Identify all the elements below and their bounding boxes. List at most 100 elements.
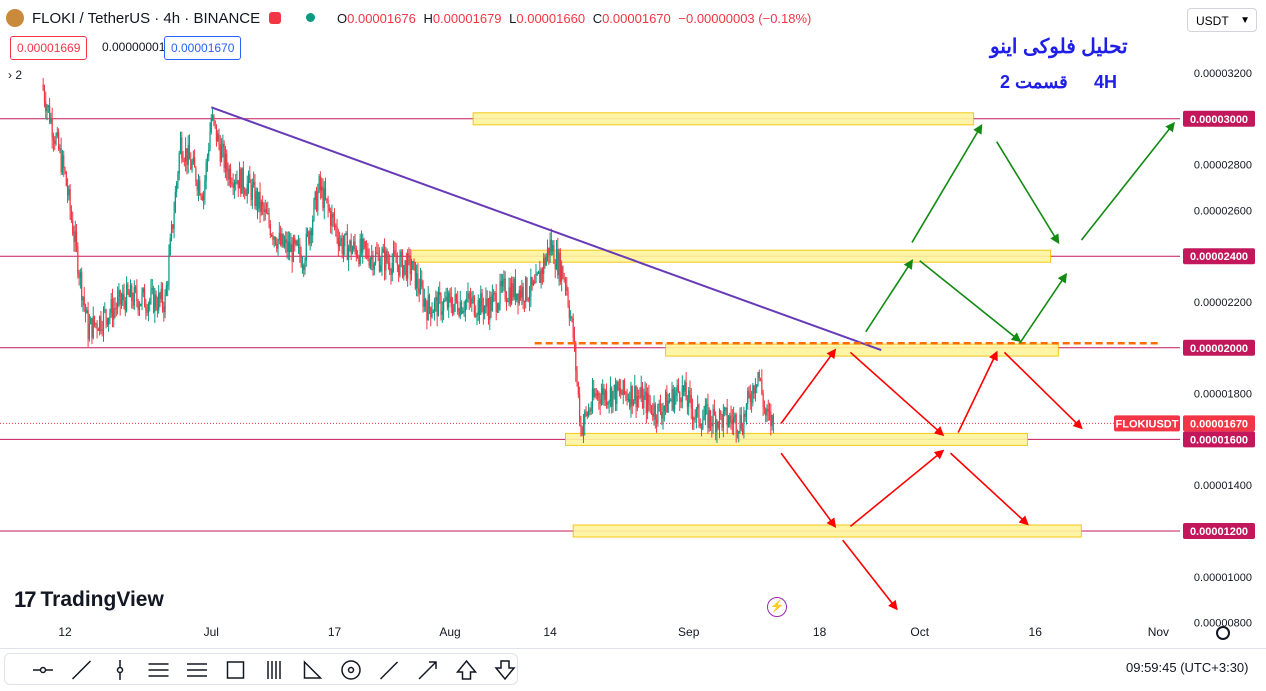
candle-body (123, 293, 125, 302)
candle-body (625, 392, 627, 394)
candle-body (580, 422, 582, 428)
candle-body (702, 420, 704, 429)
symbol-title[interactable]: FLOKI / TetherUS · 4h · BINANCE (32, 10, 261, 27)
candle-body (412, 261, 414, 270)
level-price-badge (1183, 339, 1255, 356)
candle-body (535, 273, 537, 284)
candle-body (608, 401, 610, 403)
candle-body (616, 381, 618, 405)
candle-body (159, 293, 161, 300)
price-tick-label: 0.00002200 (1194, 297, 1252, 309)
parallel-channel-icon[interactable] (148, 663, 169, 677)
candle-body (711, 422, 713, 427)
candle-body (142, 288, 144, 293)
candle-body (339, 241, 341, 247)
annotation-part: قسمت 2 (1000, 72, 1068, 92)
candle-body (558, 252, 560, 276)
horizontal-line-icon[interactable] (33, 666, 53, 674)
candle-body (549, 239, 551, 256)
candle-body (753, 385, 755, 394)
candle-body (757, 372, 759, 385)
buy-button[interactable]: 0.00001670 (164, 36, 242, 60)
candle-body (337, 237, 339, 247)
triangle-pattern-icon[interactable] (303, 660, 323, 679)
candle-body (771, 414, 773, 426)
candle-body (581, 427, 583, 435)
level-price-badge (1183, 431, 1255, 448)
candle-body (327, 199, 329, 208)
candle-body (745, 403, 748, 417)
settings-gear-icon[interactable] (1216, 626, 1230, 640)
lightning-icon[interactable]: ⚡ (767, 597, 787, 617)
candle-body (50, 118, 52, 123)
arrow-icon[interactable] (418, 661, 437, 680)
candle-body (531, 277, 533, 286)
candle-body (743, 413, 745, 434)
sell-button[interactable]: 0.00001669 (10, 36, 88, 60)
candle-body (358, 257, 360, 264)
candle-body (288, 241, 291, 253)
candle-body (500, 281, 502, 287)
candle-body (93, 316, 96, 325)
candle-body (729, 415, 731, 423)
candle-body (87, 310, 89, 339)
candle-body (250, 182, 252, 201)
candle-body (704, 405, 706, 417)
candle-body (677, 384, 680, 393)
candle-body (435, 297, 437, 301)
candle-body (709, 410, 712, 423)
candle-body (584, 411, 586, 425)
green-scenario-arrow (919, 260, 1022, 343)
rectangle-icon[interactable] (226, 661, 245, 679)
tradingview-logo[interactable]: 17 TradingView (14, 587, 164, 613)
trend-line-icon[interactable] (71, 660, 92, 680)
candle-body (603, 388, 605, 400)
circle-icon[interactable] (341, 660, 361, 680)
arrow-down-icon[interactable] (494, 660, 516, 681)
candle-body (725, 407, 727, 409)
candle-body (445, 296, 447, 301)
brush-icon[interactable] (379, 661, 399, 680)
vertical-line-icon[interactable] (116, 660, 124, 680)
price-tick-label: 0.00001800 (1194, 389, 1252, 401)
fib-retracement-icon[interactable] (187, 663, 207, 677)
candle-body (662, 411, 664, 419)
long-position-icon[interactable] (267, 661, 281, 679)
candle-body (342, 246, 345, 254)
candle-body (670, 400, 672, 402)
candle-body (145, 307, 147, 310)
candle-body (611, 387, 613, 407)
candle-body (575, 342, 577, 371)
candle-body (332, 213, 334, 218)
candle-body (120, 300, 123, 305)
price-tick-label: 0.00001400 (1194, 480, 1252, 492)
price-chart[interactable]: 0.00003200 0.00003000 0.00002800 0.00002600… (0, 0, 1266, 648)
candle-body (367, 248, 369, 259)
candle-body (170, 224, 173, 239)
currency-select[interactable]: USDT ▼ (1187, 8, 1257, 32)
candle-body (104, 309, 106, 311)
candle-body (770, 411, 772, 426)
candle-body (215, 124, 218, 142)
red-scenario-arrow (780, 348, 837, 424)
market-open-icon (306, 13, 315, 22)
candle-body (132, 301, 134, 306)
candle-body (217, 133, 219, 142)
candle-body (407, 253, 409, 279)
arrow-up-icon[interactable] (455, 659, 478, 680)
candle-body (552, 245, 554, 252)
candle-body (469, 298, 472, 304)
candle-body (409, 255, 411, 275)
candle-body (238, 169, 241, 189)
candle-body (579, 394, 581, 423)
candle-body (519, 290, 522, 298)
candle-body (322, 186, 324, 209)
candle-body (277, 239, 279, 249)
candle-body (577, 382, 579, 395)
candle-body (441, 311, 443, 315)
indicators-toggle[interactable]: › 2 (8, 68, 22, 82)
candle-body (672, 388, 674, 410)
candle-body (766, 408, 768, 416)
ohlc-values: O0.00001676 H0.00001679 L0.00001660 C0.0… (337, 11, 812, 26)
candle-body (514, 279, 517, 301)
